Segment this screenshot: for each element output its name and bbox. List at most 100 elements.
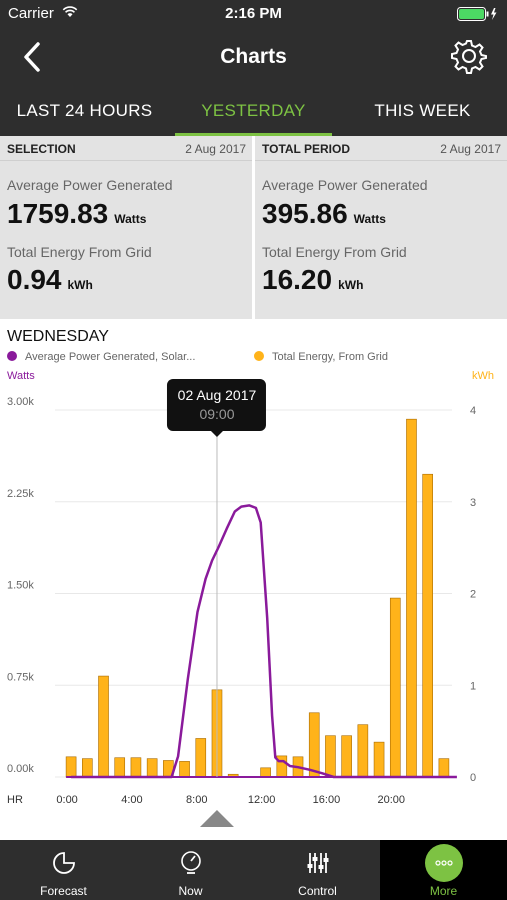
- x-axis-label: HR: [7, 794, 23, 806]
- y-tick-left: 0.75k: [7, 671, 34, 683]
- legend-power-label: Average Power Generated, Solar...: [25, 351, 195, 363]
- selection-grid-value: 0.94 kWh: [7, 264, 93, 296]
- total-period-header: TOTAL PERIOD 2 Aug 2017: [255, 136, 507, 161]
- total-grid-label: Total Energy From Grid: [262, 244, 407, 260]
- right-axis-unit: kWh: [472, 370, 494, 382]
- tab-this-week[interactable]: THIS WEEK: [374, 101, 471, 120]
- tooltip-date: 02 Aug 2017: [178, 387, 257, 403]
- x-tick: 8:00: [186, 794, 207, 806]
- total-avg-unit: Watts: [353, 212, 386, 226]
- selection-title: SELECTION: [7, 142, 76, 156]
- tab-now[interactable]: Now: [127, 840, 254, 900]
- energy-bar: [65, 756, 77, 778]
- energy-bar: [146, 758, 158, 778]
- x-tick: 20:00: [378, 794, 406, 806]
- tooltip-time: 09:00: [199, 406, 234, 422]
- energy-bar: [179, 761, 190, 778]
- energy-bar: [438, 758, 450, 778]
- left-axis-unit: Watts: [7, 370, 35, 382]
- sliders-icon: [307, 853, 328, 873]
- energy-bar: [195, 738, 207, 778]
- selection-grid-label: Total Energy From Grid: [7, 244, 152, 260]
- page-title: Charts: [220, 45, 287, 68]
- total-grid-unit: kWh: [338, 278, 364, 292]
- total-grid-number: 16.20: [262, 264, 333, 295]
- more-icon: [424, 844, 463, 882]
- y-tick-right: 3: [470, 497, 476, 509]
- gauge-icon: [180, 851, 201, 874]
- selection-avg-label: Average Power Generated: [7, 177, 173, 193]
- scrubber-handle[interactable]: [199, 810, 234, 827]
- energy-bar: [260, 767, 271, 778]
- energy-bar: [422, 473, 433, 778]
- y-tick-left: 3.00k: [7, 396, 34, 408]
- energy-bar: [325, 735, 336, 778]
- clock: 2:16 PM: [225, 5, 282, 22]
- tab-yesterday[interactable]: YESTERDAY: [169, 86, 338, 136]
- tab-now-label: Now: [178, 884, 203, 898]
- y-tick-right: 2: [470, 589, 476, 601]
- gear-icon[interactable]: [451, 38, 487, 74]
- energy-bar: [389, 597, 401, 778]
- energy-bar: [406, 418, 417, 778]
- total-period-panel: TOTAL PERIOD 2 Aug 2017 Average Power Ge…: [255, 136, 507, 319]
- tab-more[interactable]: More: [380, 840, 507, 900]
- tab-control[interactable]: Control: [254, 840, 381, 900]
- selection-avg-number: 1759.83: [7, 198, 109, 229]
- y-tick-right: 1: [470, 680, 476, 692]
- battery-icon: [457, 7, 497, 21]
- wifi-icon: [62, 6, 78, 17]
- selection-avg-unit: Watts: [114, 212, 147, 226]
- energy-bar: [82, 758, 93, 778]
- total-avg-value: 395.86 Watts: [262, 198, 386, 230]
- selection-avg-value: 1759.83 Watts: [7, 198, 146, 230]
- chart-area[interactable]: WEDNESDAY Average Power Generated, Solar…: [0, 319, 507, 840]
- selection-grid-unit: kWh: [67, 278, 93, 292]
- energy-bar: [357, 724, 369, 778]
- bottom-tab-bar: Forecast Now Control: [0, 840, 507, 900]
- chart-tooltip: 02 Aug 2017 09:00: [166, 379, 266, 437]
- selection-grid-number: 0.94: [7, 264, 62, 295]
- tab-forecast-label: Forecast: [40, 884, 87, 898]
- tab-control-label: Control: [298, 884, 337, 898]
- tooltip-arrow: [210, 431, 223, 437]
- total-avg-number: 395.86: [262, 198, 348, 229]
- tab-more-label: More: [429, 884, 458, 898]
- energy-bar: [114, 757, 126, 778]
- back-chevron-icon[interactable]: [18, 40, 48, 74]
- energy-bar: [308, 712, 320, 778]
- period-tabs: LAST 24 HOURS YESTERDAY THIS WEEK: [0, 86, 507, 136]
- selection-header: SELECTION 2 Aug 2017: [0, 136, 252, 161]
- y-tick-right: 0: [470, 772, 476, 784]
- energy-bar: [98, 675, 109, 778]
- energy-bar: [341, 735, 352, 778]
- selection-panel: SELECTION 2 Aug 2017 Average Power Gener…: [0, 136, 252, 319]
- y-tick-left: 1.50k: [7, 580, 34, 592]
- series-line-power: [71, 504, 457, 779]
- legend-energy-marker: [254, 351, 264, 361]
- carrier-label: Carrier: [8, 5, 54, 22]
- legend-power-marker: [7, 351, 17, 361]
- total-period-title: TOTAL PERIOD: [262, 142, 351, 156]
- legend-energy-label: Total Energy, From Grid: [272, 351, 388, 363]
- total-period-date: 2 Aug 2017: [440, 142, 501, 156]
- total-grid-value: 16.20 kWh: [262, 264, 363, 296]
- tab-forecast[interactable]: Forecast: [0, 840, 127, 900]
- status-bar: Carrier 2:16 PM: [0, 0, 507, 28]
- energy-chart[interactable]: WEDNESDAY Average Power Generated, Solar…: [0, 319, 507, 840]
- tab-last-24-hours[interactable]: LAST 24 HOURS: [16, 101, 153, 120]
- total-avg-label: Average Power Generated: [262, 177, 428, 193]
- x-tick: 12:00: [248, 794, 276, 806]
- nav-bar: Charts: [0, 28, 507, 86]
- chart-title: WEDNESDAY: [7, 328, 109, 345]
- energy-bar: [130, 757, 142, 778]
- selection-date: 2 Aug 2017: [185, 142, 246, 156]
- x-tick: 0:00: [56, 794, 77, 806]
- tooltip-box: [166, 379, 266, 431]
- stats-section: SELECTION 2 Aug 2017 Average Power Gener…: [0, 136, 507, 319]
- energy-bar: [373, 741, 385, 778]
- y-tick-right: 4: [470, 405, 476, 417]
- x-tick: 16:00: [313, 794, 341, 806]
- more-dots-icon: [434, 860, 453, 866]
- y-tick-left: 2.25k: [7, 488, 34, 500]
